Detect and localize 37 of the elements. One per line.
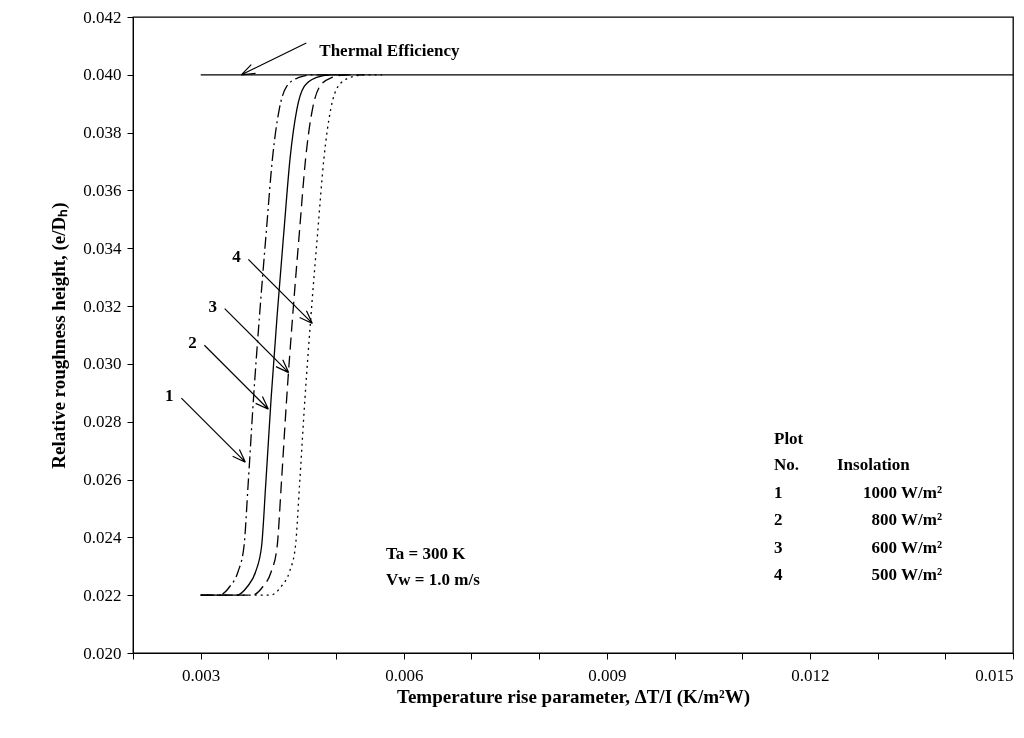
annotation: 3 — [774, 538, 783, 557]
y-tick-label: 0.024 — [83, 527, 122, 547]
y-axis-title: Relative roughness height, (e/Dₕ) — [48, 202, 71, 469]
annotation: 600 W/m² — [871, 538, 942, 557]
y-tick-label: 0.036 — [83, 180, 122, 200]
annotation: 500 W/m² — [871, 565, 942, 584]
y-tick-label: 0.042 — [83, 7, 122, 27]
annotation: 3 — [208, 296, 217, 316]
y-tick-label: 0.038 — [83, 123, 122, 143]
y-tick-label: 0.028 — [83, 412, 122, 432]
y-tick-label: 0.026 — [83, 470, 122, 490]
annotation: 2 — [188, 333, 197, 353]
annotation: 4 — [774, 565, 783, 584]
x-axis-title: Temperature rise parameter, ΔT/I (K/m²W) — [396, 685, 751, 708]
y-tick-label: 0.034 — [83, 238, 122, 258]
y-tick-label: 0.022 — [83, 585, 122, 605]
annotation: 1 — [165, 386, 174, 406]
annotation: 2 — [774, 510, 783, 529]
y-tick-label: 0.040 — [83, 65, 122, 85]
annotation: 1000 W/m² — [863, 483, 942, 502]
annotation: 1 — [774, 483, 783, 502]
annotation: Ta = 300 K — [386, 544, 467, 563]
x-tick-label: 0.015 — [975, 665, 1014, 685]
y-tick-label: 0.032 — [83, 296, 122, 316]
x-tick-label: 0.009 — [588, 665, 627, 685]
y-tick-label: 0.020 — [83, 643, 122, 663]
x-tick-label: 0.012 — [791, 665, 830, 685]
annotation: Insolation — [837, 455, 911, 474]
x-tick-label: 0.006 — [385, 665, 424, 685]
annotation: 4 — [232, 247, 242, 267]
annotation: Plot — [774, 429, 804, 448]
y-tick-label: 0.030 — [83, 354, 122, 374]
annotation: 800 W/m² — [871, 510, 942, 529]
annotation: No. — [774, 455, 800, 474]
annotation: Thermal Efficiency — [319, 40, 461, 60]
annotation: Vw = 1.0 m/s — [386, 570, 481, 589]
x-tick-label: 0.003 — [182, 665, 221, 685]
